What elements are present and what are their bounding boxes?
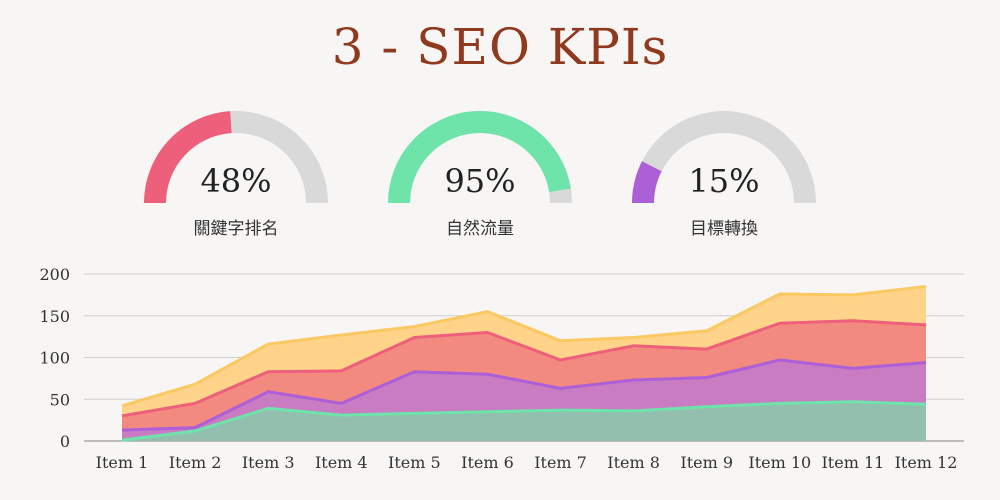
chart-lines [121,285,927,442]
gauge-label: 自然流量 [446,219,514,239]
series-line-1 [121,319,927,418]
x-tick-label: Item 2 [169,453,222,472]
gauge-label: 目標轉換 [690,219,758,239]
x-tick-label: Item 11 [821,453,884,472]
y-tick-label: 200 [39,265,70,284]
x-tick-label: Item 8 [607,453,660,472]
gauge-keyword-ranking: 48% 關鍵字排名 [136,100,336,240]
x-tick-label: Item 6 [461,453,514,472]
gauge-arc [144,111,328,204]
gauge-fill [632,161,662,204]
x-tick-label: Item 3 [242,453,295,472]
x-axis-ticks: Item 1 Item 2 Item 3 Item 4 Item 5 Item 6 Item… [96,453,958,472]
gauge-organic-traffic: 95% 自然流量 [380,100,580,240]
area-series-3 [122,401,926,441]
gauge-arc [388,111,572,204]
gauge-fill [388,111,571,204]
gauge-label: 關鍵字排名 [193,219,279,239]
gauge-value: 48% [200,162,272,200]
gauge-arc [632,111,816,204]
y-tick-label: 100 [39,349,70,368]
x-tick-label: Item 7 [534,453,587,472]
gauge-fill [144,111,232,204]
x-tick-label: Item 12 [895,453,958,472]
gauge-value: 95% [444,162,516,200]
y-tick-label: 150 [39,307,70,326]
gauge-value: 15% [688,162,760,200]
y-tick-label: 50 [50,390,70,409]
y-axis-ticks: 0 50 100 150 200 [39,265,70,451]
x-tick-label: Item 5 [388,453,441,472]
series-line-0 [121,285,927,408]
x-tick-label: Item 4 [315,453,368,472]
y-tick-label: 0 [60,432,70,451]
x-tick-label: Item 10 [748,453,811,472]
series-line-3 [121,400,927,442]
page-title: 3 - SEO KPIs [331,18,669,76]
gauge-goal-conversion: 15% 目標轉換 [624,100,824,240]
series-line-2 [121,358,927,432]
x-tick-label: Item 9 [680,453,733,472]
x-tick-label: Item 1 [96,453,149,472]
